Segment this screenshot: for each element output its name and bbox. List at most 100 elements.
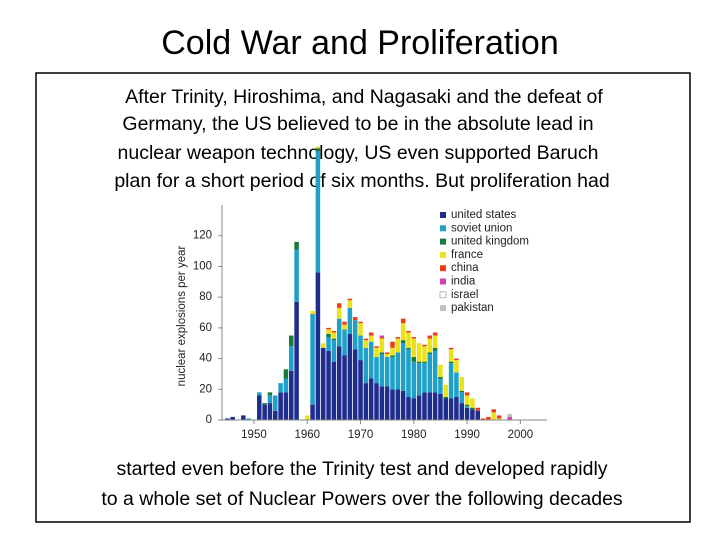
bar-segment (374, 357, 379, 384)
bar-segment (278, 392, 283, 420)
legend-swatch (439, 291, 447, 299)
bar-segment (331, 340, 337, 362)
bar-segment (416, 343, 422, 362)
legend-swatch (440, 251, 446, 258)
bar-segment (331, 361, 337, 420)
bar-segment (331, 330, 337, 333)
bar-segment (230, 416, 235, 420)
bar-segment (379, 337, 385, 339)
bar-segment (432, 347, 438, 351)
legend-swatch (440, 265, 446, 272)
bar-segment (390, 355, 395, 358)
y-tick-label: 20 (199, 383, 212, 395)
bar-segment (257, 392, 262, 396)
bar-segment (496, 418, 502, 420)
bar-segment (315, 151, 321, 273)
bar-segment (496, 415, 502, 419)
bar-segment (384, 353, 390, 358)
bar-segment (363, 347, 369, 384)
bar-segment (294, 241, 299, 250)
x-tick-label: 1980 (401, 429, 427, 441)
bar-segment (480, 418, 486, 420)
bar-segment (379, 338, 385, 353)
legend-label: china (451, 262, 479, 274)
bar-segment (273, 410, 278, 420)
bar-segment (448, 347, 454, 350)
bar-segment (368, 332, 374, 336)
bar-segment (406, 347, 411, 350)
bar-segment (491, 409, 496, 413)
bar-segment (406, 332, 411, 348)
bar-segment (294, 301, 299, 420)
bar-segment (283, 369, 289, 379)
bar-segment (470, 407, 475, 410)
bar-segment (336, 346, 342, 420)
bar-segment (486, 416, 491, 420)
bar-segment (241, 415, 246, 420)
bar-segment (379, 386, 385, 420)
bar-segment (342, 329, 347, 356)
bar-segment (320, 347, 326, 420)
bar-segment (416, 361, 422, 364)
bar-segment (422, 363, 427, 393)
bar-segment (374, 347, 379, 358)
legend-label: united kingdom (451, 236, 529, 248)
bar-segment (336, 303, 342, 308)
legend-label: israel (451, 289, 478, 301)
bar-segment (406, 396, 411, 420)
bar-segment (422, 361, 427, 364)
bar-segment (374, 383, 379, 420)
bar-segment (448, 349, 454, 362)
paragraph-line: Germany, the US believed to be in the ab… (122, 113, 593, 135)
bar-segment (507, 416, 512, 420)
bar-segment (331, 338, 337, 341)
bar-segment (395, 338, 401, 353)
y-tick-label: 120 (193, 230, 212, 242)
paragraph-line: After Trinity, Hiroshima, and Nagasaki a… (125, 86, 603, 108)
bar-segment (475, 407, 481, 411)
bar-segment (491, 412, 496, 420)
legend-swatch (440, 238, 446, 245)
bar-segment (411, 357, 417, 362)
bar-segment (331, 332, 337, 339)
x-tick-label: 2000 (508, 429, 534, 441)
bar-segment (347, 334, 353, 420)
bar-segment (342, 321, 347, 325)
bar-segment (347, 307, 353, 334)
bar-segment (395, 389, 401, 420)
bar-segment (310, 310, 315, 315)
bar-segment (326, 337, 331, 351)
bar-segment (459, 390, 465, 393)
bar-segment (416, 363, 422, 396)
bar-segment (406, 349, 411, 397)
bar-segment (320, 343, 326, 348)
bar-segment (400, 340, 406, 344)
legend-swatch (440, 305, 446, 312)
bar-segment (411, 337, 417, 339)
bar-segment (267, 403, 273, 420)
bar-segment (358, 360, 363, 420)
bar-segment (352, 317, 358, 321)
bar-segment (464, 392, 470, 396)
bar-segment (273, 395, 278, 411)
y-tick-label: 0 (206, 414, 212, 426)
legend-label: pakistan (451, 302, 494, 314)
bar-segment (422, 346, 427, 362)
bar-segment (267, 395, 273, 404)
bar-segment (406, 330, 411, 333)
bar-segment (283, 392, 289, 420)
bar-segment (379, 352, 385, 354)
bar-segment (459, 377, 465, 391)
bar-segment (294, 249, 299, 302)
bar-segment (464, 395, 470, 405)
bar-segment (347, 300, 353, 308)
bar-segment (326, 327, 331, 330)
legend-label: united states (451, 209, 516, 221)
bar-segment (225, 418, 230, 420)
bar-segment (427, 335, 433, 339)
legend-swatch (440, 225, 446, 232)
bar-segment (384, 357, 390, 387)
bar-segment (390, 357, 395, 390)
